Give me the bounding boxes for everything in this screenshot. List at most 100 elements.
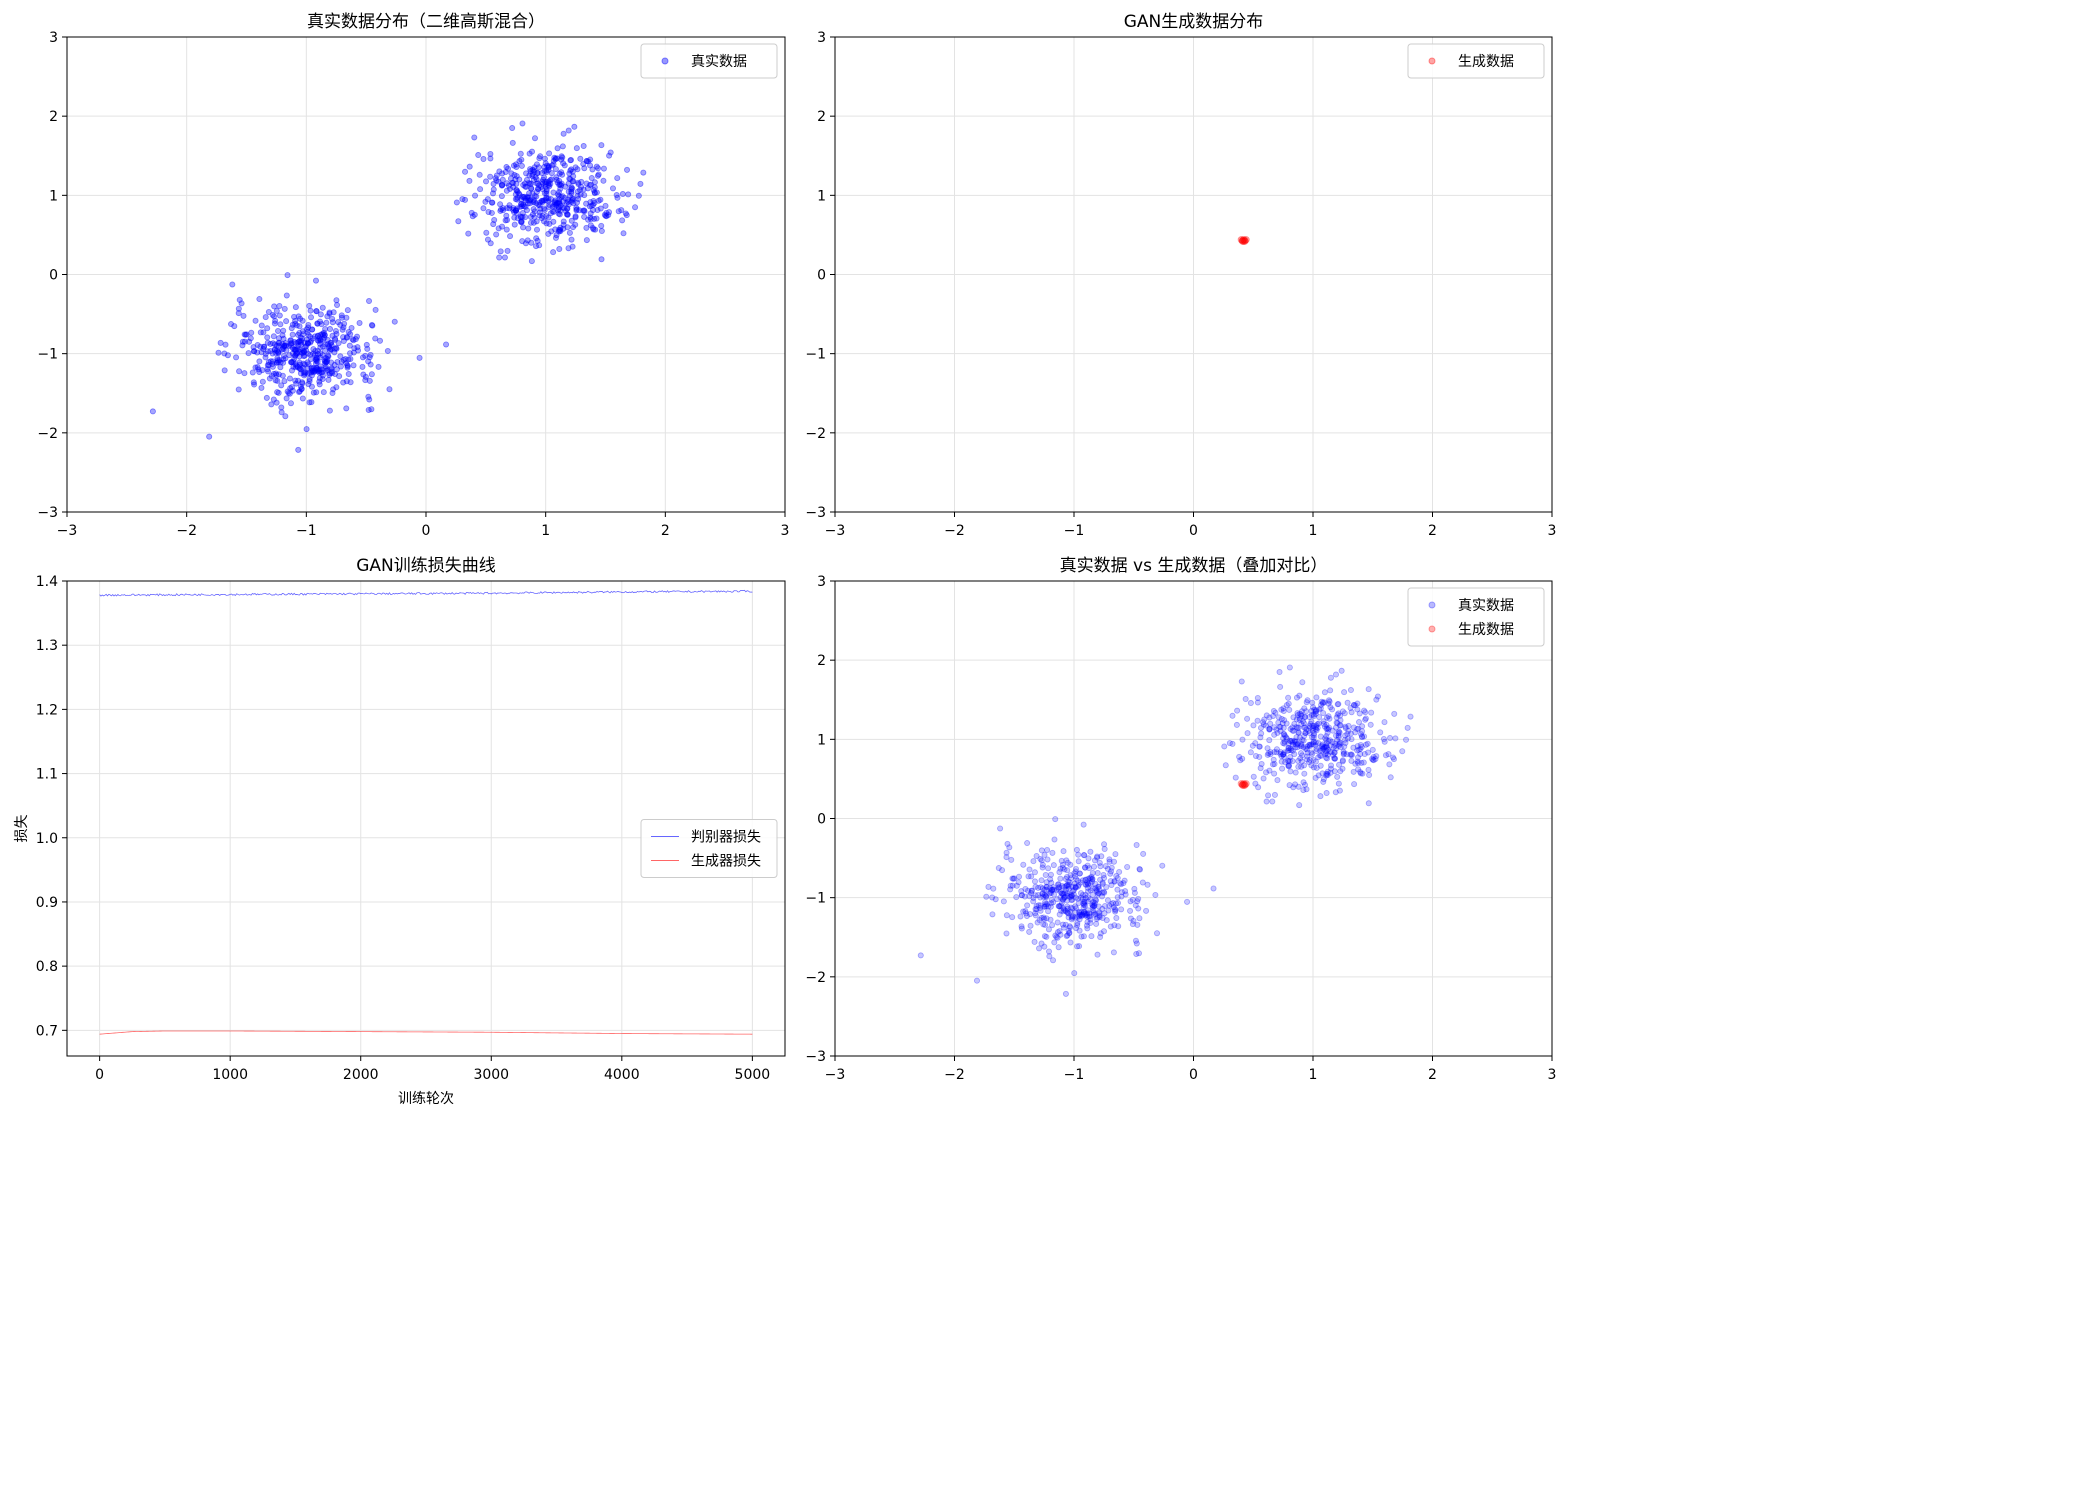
data-point (503, 226, 510, 233)
data-point (1280, 735, 1287, 742)
data-point (483, 229, 490, 236)
data-point (537, 205, 544, 212)
data-point (1025, 873, 1032, 880)
data-point (546, 183, 553, 190)
data-point (298, 341, 305, 348)
data-point (1325, 700, 1332, 707)
data-point (1098, 853, 1105, 860)
data-point (550, 249, 557, 256)
data-point (1241, 236, 1249, 245)
data-point (1083, 881, 1090, 888)
data-point (568, 190, 575, 197)
data-point (1310, 704, 1317, 711)
data-point (510, 179, 517, 186)
data-point (1033, 852, 1040, 859)
data-point (273, 342, 280, 349)
data-point (1082, 902, 1089, 909)
data-point (1222, 762, 1229, 769)
data-point (1092, 896, 1099, 903)
data-point (268, 401, 275, 408)
data-point (1058, 899, 1065, 906)
data-point (1336, 741, 1343, 748)
data-point (528, 239, 535, 246)
data-point (311, 351, 318, 358)
data-point (1323, 743, 1330, 750)
data-point (1056, 884, 1063, 891)
data-point (1269, 761, 1276, 768)
data-point (1057, 889, 1064, 896)
data-point (510, 205, 517, 212)
data-point (1064, 905, 1071, 912)
data-point (1324, 755, 1331, 762)
data-point (324, 313, 331, 320)
data-point (1263, 798, 1270, 805)
data-point (1291, 737, 1298, 744)
data-point (304, 359, 311, 366)
data-point (1342, 740, 1349, 747)
data-point (499, 182, 506, 189)
data-point (1043, 894, 1050, 901)
data-point (581, 165, 588, 172)
data-point (1039, 885, 1046, 892)
data-point (238, 300, 245, 307)
data-point (1276, 723, 1283, 730)
data-point (985, 883, 992, 890)
data-point (1066, 879, 1073, 886)
data-point (1093, 916, 1100, 923)
data-point (1357, 741, 1364, 748)
data-point (1329, 706, 1336, 713)
data-point (326, 310, 333, 317)
data-point (1265, 750, 1272, 757)
data-point (1295, 783, 1302, 790)
data-point (347, 331, 354, 338)
data-point (496, 168, 503, 175)
data-point (274, 389, 281, 396)
data-point (1127, 915, 1134, 922)
data-point (1323, 740, 1330, 747)
data-point (552, 155, 559, 162)
data-point (527, 167, 534, 174)
data-point (1067, 924, 1074, 931)
data-point (568, 188, 575, 195)
data-point (274, 355, 281, 362)
data-point (1061, 894, 1068, 901)
data-point (530, 199, 537, 206)
data-point (349, 336, 356, 343)
legend-box (1407, 43, 1545, 79)
data-point (1032, 910, 1039, 917)
data-point (228, 321, 235, 328)
data-point (333, 330, 340, 337)
data-point (1300, 787, 1307, 794)
data-point (1065, 914, 1072, 921)
data-point (1278, 706, 1285, 713)
data-point (272, 377, 279, 384)
data-point (1322, 743, 1329, 750)
data-point (289, 345, 296, 352)
data-point (247, 335, 254, 342)
data-point (618, 207, 625, 214)
data-point (1054, 934, 1061, 941)
data-point (1031, 878, 1038, 885)
data-point (1027, 922, 1034, 929)
data-point (1026, 928, 1033, 935)
data-point (1108, 882, 1115, 889)
data-point (1041, 891, 1048, 898)
data-point (545, 214, 552, 221)
data-point (585, 216, 592, 223)
data-point (1327, 687, 1334, 694)
data-point (334, 358, 341, 365)
data-point (1287, 725, 1294, 732)
data-point (538, 183, 545, 190)
data-point (1080, 900, 1087, 907)
data-point (311, 368, 318, 375)
data-point (541, 206, 548, 213)
data-point (1292, 781, 1299, 788)
data-point (1260, 721, 1267, 728)
data-point (291, 346, 298, 353)
data-point (533, 180, 540, 187)
data-point (565, 201, 572, 208)
grid (834, 36, 1553, 513)
data-point (1271, 731, 1278, 738)
data-point (1244, 730, 1251, 737)
